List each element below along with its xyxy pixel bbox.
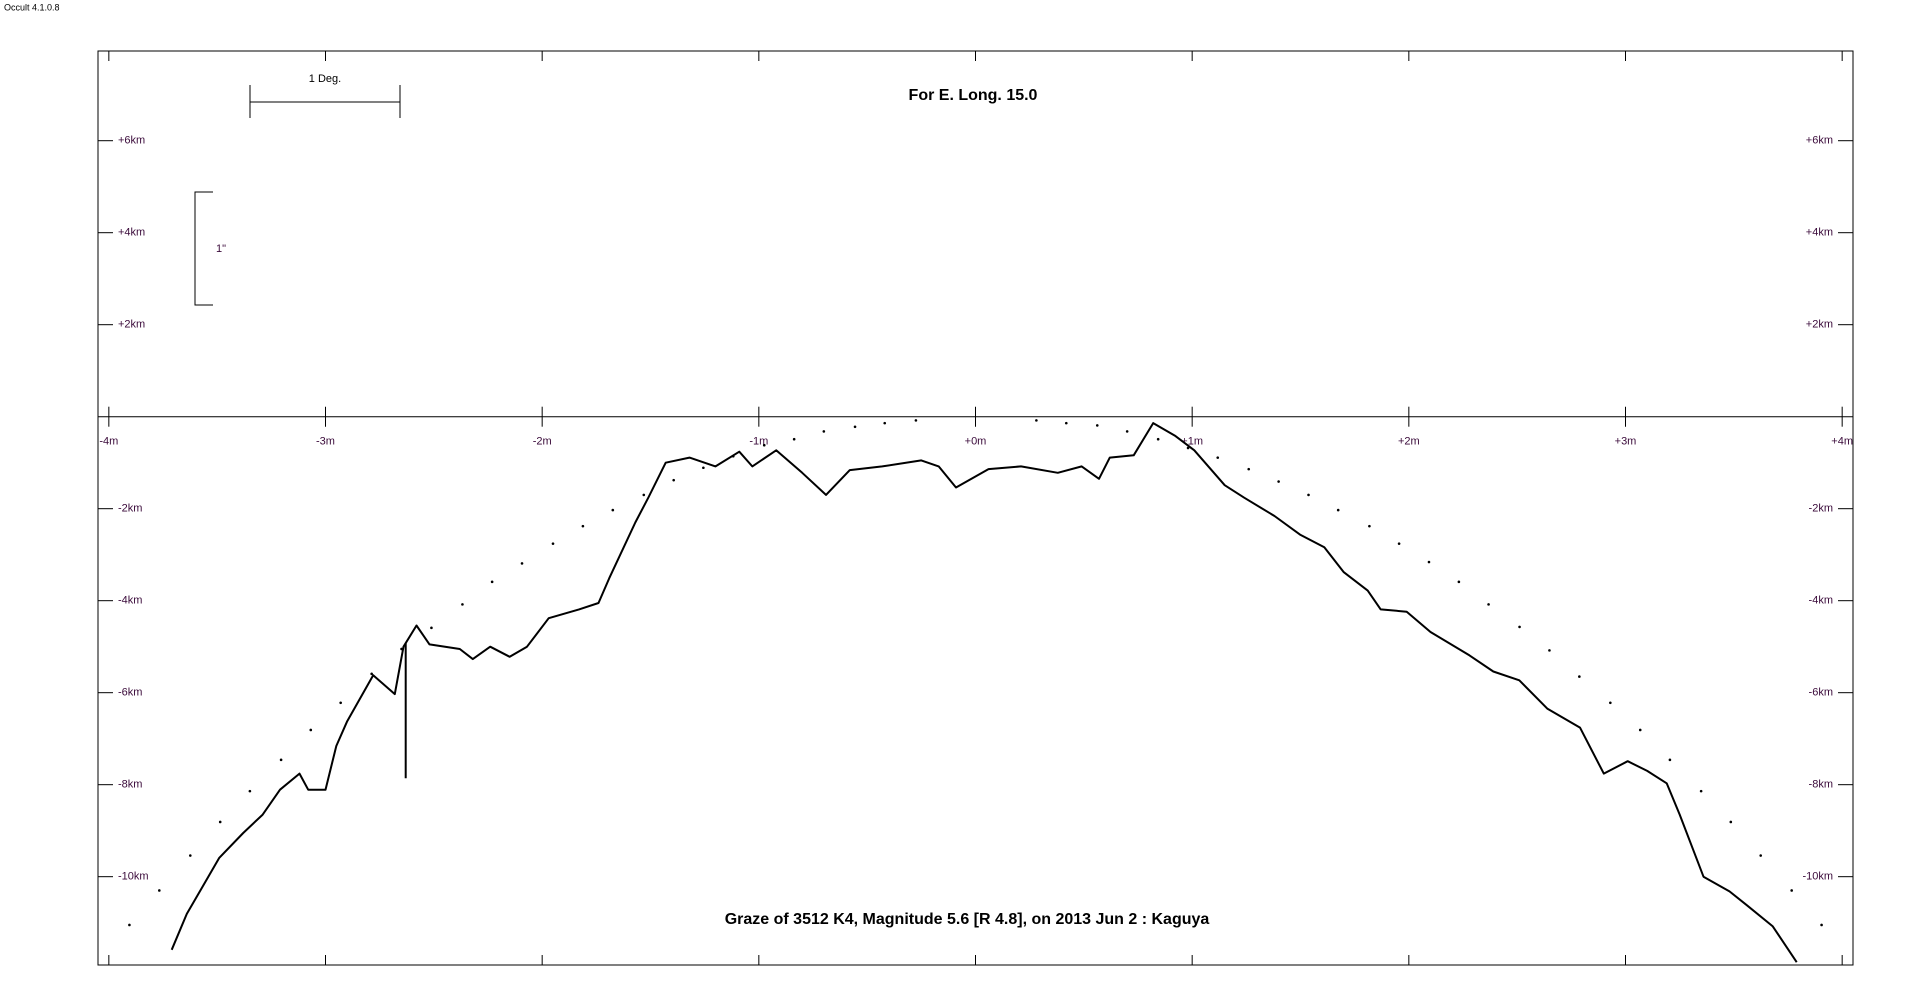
limb-dot [1156,437,1160,441]
limb-dot [1759,854,1762,857]
profile-line [170,422,1798,963]
limb-dot [248,789,252,793]
limb-dot [490,580,494,584]
x-tick-label: -2m [533,436,552,448]
limb-dot [1457,580,1461,584]
limb-dot [792,437,796,441]
y-tick-label-right: -8km [1809,779,1833,791]
limb-dot [762,443,766,447]
limb-dot [1609,701,1612,705]
limb-dot [1729,820,1733,824]
degree-scale-label: 1 Deg. [309,73,341,85]
limb-dot [1277,480,1280,483]
y-tick-label-right: -4km [1809,595,1833,607]
x-tick-label: -1m [749,436,768,448]
y-tick-label: +4km [118,227,145,239]
limb-dot [702,466,705,470]
x-tick-label: +2m [1398,436,1420,448]
limb-dot [1125,430,1129,433]
y-tick-label: -4km [118,595,142,607]
limb-dot [853,425,857,429]
limb-dot [1578,675,1581,678]
limb-dot [1397,542,1401,545]
limb-dot [822,430,826,433]
limb-dot [1216,456,1220,459]
limb-dot [218,820,222,824]
limb-dot [1699,789,1703,793]
y-tick-label: -6km [118,687,142,699]
limb-dot [1035,419,1038,422]
x-tick-label: +0m [965,436,987,448]
limb-dot [189,854,192,857]
y-tick-label-right: -2km [1809,503,1833,515]
arcsec-scale-label: 1" [216,243,226,255]
limb-dot [611,508,615,512]
limb-dot [731,454,735,458]
limb-dot [1186,446,1190,450]
y-tick-label-right: -10km [1802,871,1833,883]
limb-dot [1548,649,1551,652]
degree-scale: 1 Deg. [249,73,401,118]
limb-dot [279,758,283,762]
limb-dot [1668,758,1672,762]
limb-dot [1095,424,1099,427]
x-tick-label: -3m [316,436,335,448]
y-tick-label: +6km [118,135,145,147]
limb-dot [1518,625,1521,629]
limb-dot [370,672,373,676]
limb-dot [551,542,555,545]
limb-dot [1064,421,1068,425]
limb-dot [1368,524,1371,528]
limb-dot [1427,560,1431,564]
limb-dot [1307,493,1310,497]
limb-dot [672,478,675,482]
y-tick-label-right: +2km [1806,319,1833,331]
y-tick-label-right: +4km [1806,227,1833,239]
y-tick-label: -2km [118,503,142,515]
limb-dot [400,647,403,651]
limb-dot [520,562,524,565]
y-tick-label: -10km [118,871,149,883]
y-tick-label-right: +6km [1806,135,1833,147]
y-tick-label: +2km [118,319,145,331]
limb-dot [1820,923,1823,927]
app-label: Occult 4.1.0.8 [4,2,60,12]
x-tick-label: -4m [99,436,118,448]
limb-dot [461,603,464,606]
x-tick-label: +3m [1615,436,1637,448]
limb-dot [581,524,585,528]
limb-dot [914,419,918,422]
x-tick-label: +4m [1831,436,1853,448]
limb-dot [1487,603,1490,606]
limb-dot [883,421,887,425]
limb-dot [430,626,433,630]
y-tick-label-right: -6km [1809,687,1833,699]
limb-dot [309,728,313,732]
limb-dot [128,923,131,927]
limb-dot [1247,467,1251,471]
limb-dot [1638,728,1642,732]
limb-dot [339,701,342,705]
limb-dot [1336,508,1340,512]
chart-title: For E. Long. 15.0 [909,87,1038,104]
limb-dot [642,493,646,497]
y-tick-label: -8km [118,779,142,791]
x-tick-label: +1m [1181,436,1203,448]
arcsec-scale: 1" [194,191,226,306]
limb-dot [1790,889,1793,892]
plot-frame [97,50,1854,966]
chart-subtitle: Graze of 3512 K4, Magnitude 5.6 [R 4.8],… [725,911,1210,928]
limb-dot [158,889,161,892]
